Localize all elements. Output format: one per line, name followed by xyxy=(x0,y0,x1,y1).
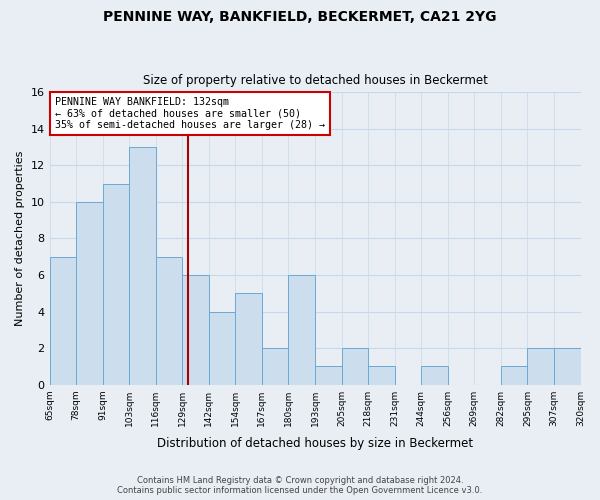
Bar xyxy=(129,147,156,384)
Bar xyxy=(235,294,262,384)
Bar xyxy=(341,348,368,385)
Bar xyxy=(50,257,76,384)
Bar xyxy=(315,366,341,384)
Bar xyxy=(262,348,289,385)
Bar xyxy=(103,184,129,384)
Bar xyxy=(554,348,581,385)
Bar xyxy=(182,275,209,384)
Bar xyxy=(76,202,103,384)
Bar xyxy=(368,366,395,384)
Text: PENNINE WAY, BANKFIELD, BECKERMET, CA21 2YG: PENNINE WAY, BANKFIELD, BECKERMET, CA21 … xyxy=(103,10,497,24)
Bar xyxy=(527,348,554,385)
Bar xyxy=(209,312,235,384)
Bar xyxy=(421,366,448,384)
Y-axis label: Number of detached properties: Number of detached properties xyxy=(15,151,25,326)
Bar xyxy=(289,275,315,384)
Text: Contains HM Land Registry data © Crown copyright and database right 2024.
Contai: Contains HM Land Registry data © Crown c… xyxy=(118,476,482,495)
X-axis label: Distribution of detached houses by size in Beckermet: Distribution of detached houses by size … xyxy=(157,437,473,450)
Text: PENNINE WAY BANKFIELD: 132sqm
← 63% of detached houses are smaller (50)
35% of s: PENNINE WAY BANKFIELD: 132sqm ← 63% of d… xyxy=(55,96,325,130)
Bar xyxy=(501,366,527,384)
Title: Size of property relative to detached houses in Beckermet: Size of property relative to detached ho… xyxy=(143,74,487,87)
Bar xyxy=(156,257,182,384)
